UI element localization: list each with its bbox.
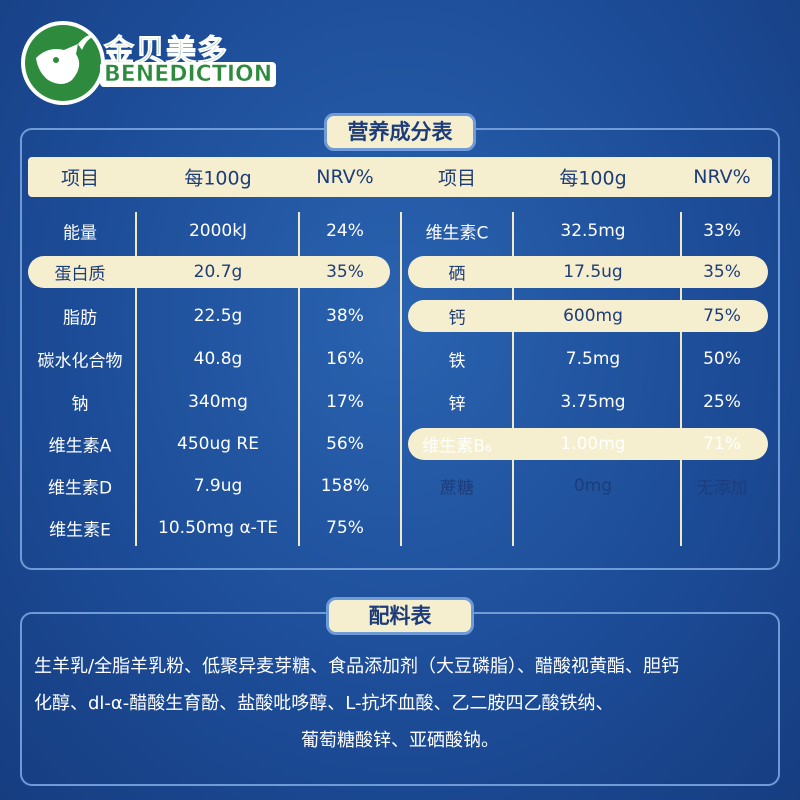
table-cell: 38% <box>326 306 364 326</box>
table-cell: 7.5mg <box>565 349 621 369</box>
table-cell: 158% <box>320 476 370 496</box>
table-cell: 维生素D <box>47 478 113 499</box>
table-cell: 无添加 <box>696 478 748 499</box>
table-cell: 71% <box>703 434 741 454</box>
table-cell: 2000kJ <box>188 221 248 241</box>
table-cell: 40.8g <box>193 349 243 369</box>
ingredients-line: 化醇、dl-α-醋酸生育酚、盐酸吡哆醇、L-抗坏血酸、乙二胺四乙酸铁纳、 <box>34 693 614 714</box>
table-cell: 碳水化合物 <box>37 351 123 372</box>
row-highlight <box>28 256 390 288</box>
table-cell: 铁 <box>448 351 466 372</box>
column-separator <box>512 212 514 546</box>
table-cell: 蔗糖 <box>440 478 474 499</box>
row-highlight <box>408 256 768 288</box>
header-cell: NRV% <box>316 166 374 188</box>
ingredients-title: 配料表 <box>326 597 474 635</box>
header-cell: 项目 <box>437 167 477 190</box>
column-separator <box>135 212 137 546</box>
header-cell: NRV% <box>693 166 751 188</box>
table-cell: 10.50mg α-TE <box>158 518 278 538</box>
table-cell: 锌 <box>448 394 466 415</box>
row-highlight <box>408 428 768 460</box>
ingredients-line: 生羊乳/全脂羊乳粉、低聚异麦芽糖、食品添加剂（大豆磷脂）、醋酸视黄酯、胆钙 <box>34 656 680 677</box>
header-cell: 每100g <box>559 167 627 190</box>
table-cell: 钙 <box>448 308 466 329</box>
table-cell: 17% <box>326 392 364 412</box>
table-cell: 硒 <box>448 264 466 285</box>
table-cell: 25% <box>703 392 741 412</box>
column-separator <box>680 212 682 546</box>
table-cell: 450ug RE <box>177 434 259 454</box>
row-highlight <box>408 300 768 332</box>
table-cell: 75% <box>703 306 741 326</box>
table-cell: 340mg <box>188 392 248 412</box>
table-cell: 钠 <box>71 394 89 415</box>
table-cell: 维生素E <box>49 520 111 541</box>
table-cell: 32.5mg <box>560 221 626 241</box>
table-cell: 35% <box>326 262 364 282</box>
table-cell: 3.75mg <box>560 392 626 412</box>
table-cell: 20.7g <box>193 262 243 282</box>
table-cell: 50% <box>703 349 741 369</box>
header-cell: 项目 <box>60 167 100 190</box>
table-cell: 75% <box>326 518 364 538</box>
table-cell: 维生素B₆ <box>422 436 492 457</box>
table-cell: 33% <box>703 221 741 241</box>
table-cell: 17.5ug <box>563 262 623 282</box>
table-cell: 35% <box>703 262 741 282</box>
table-cell: 22.5g <box>193 306 243 326</box>
table-cell: 维生素C <box>425 223 489 244</box>
table-cell: 维生素A <box>48 436 112 457</box>
brand-en: BENEDICTION <box>100 62 277 87</box>
table-cell: 56% <box>326 434 364 454</box>
column-separator <box>400 212 402 546</box>
column-separator <box>298 212 300 546</box>
table-cell: 1.00mg <box>560 434 626 454</box>
table-cell: 600mg <box>563 306 623 326</box>
logo-emblem <box>21 21 105 105</box>
table-cell: 蛋白质 <box>54 264 106 285</box>
table-cell: 16% <box>326 349 364 369</box>
header-bar <box>28 157 772 197</box>
ingredients-line: 葡萄糖酸锌、亚硒酸钠。 <box>301 730 499 751</box>
nutrition-title: 营养成分表 <box>324 113 476 151</box>
header-cell: 每100g <box>184 167 252 190</box>
table-cell: 24% <box>326 221 364 241</box>
table-cell: 能量 <box>63 223 97 244</box>
table-cell: 7.9ug <box>193 476 243 496</box>
table-cell: 0mg <box>573 476 613 496</box>
table-cell: 脂肪 <box>63 308 97 329</box>
